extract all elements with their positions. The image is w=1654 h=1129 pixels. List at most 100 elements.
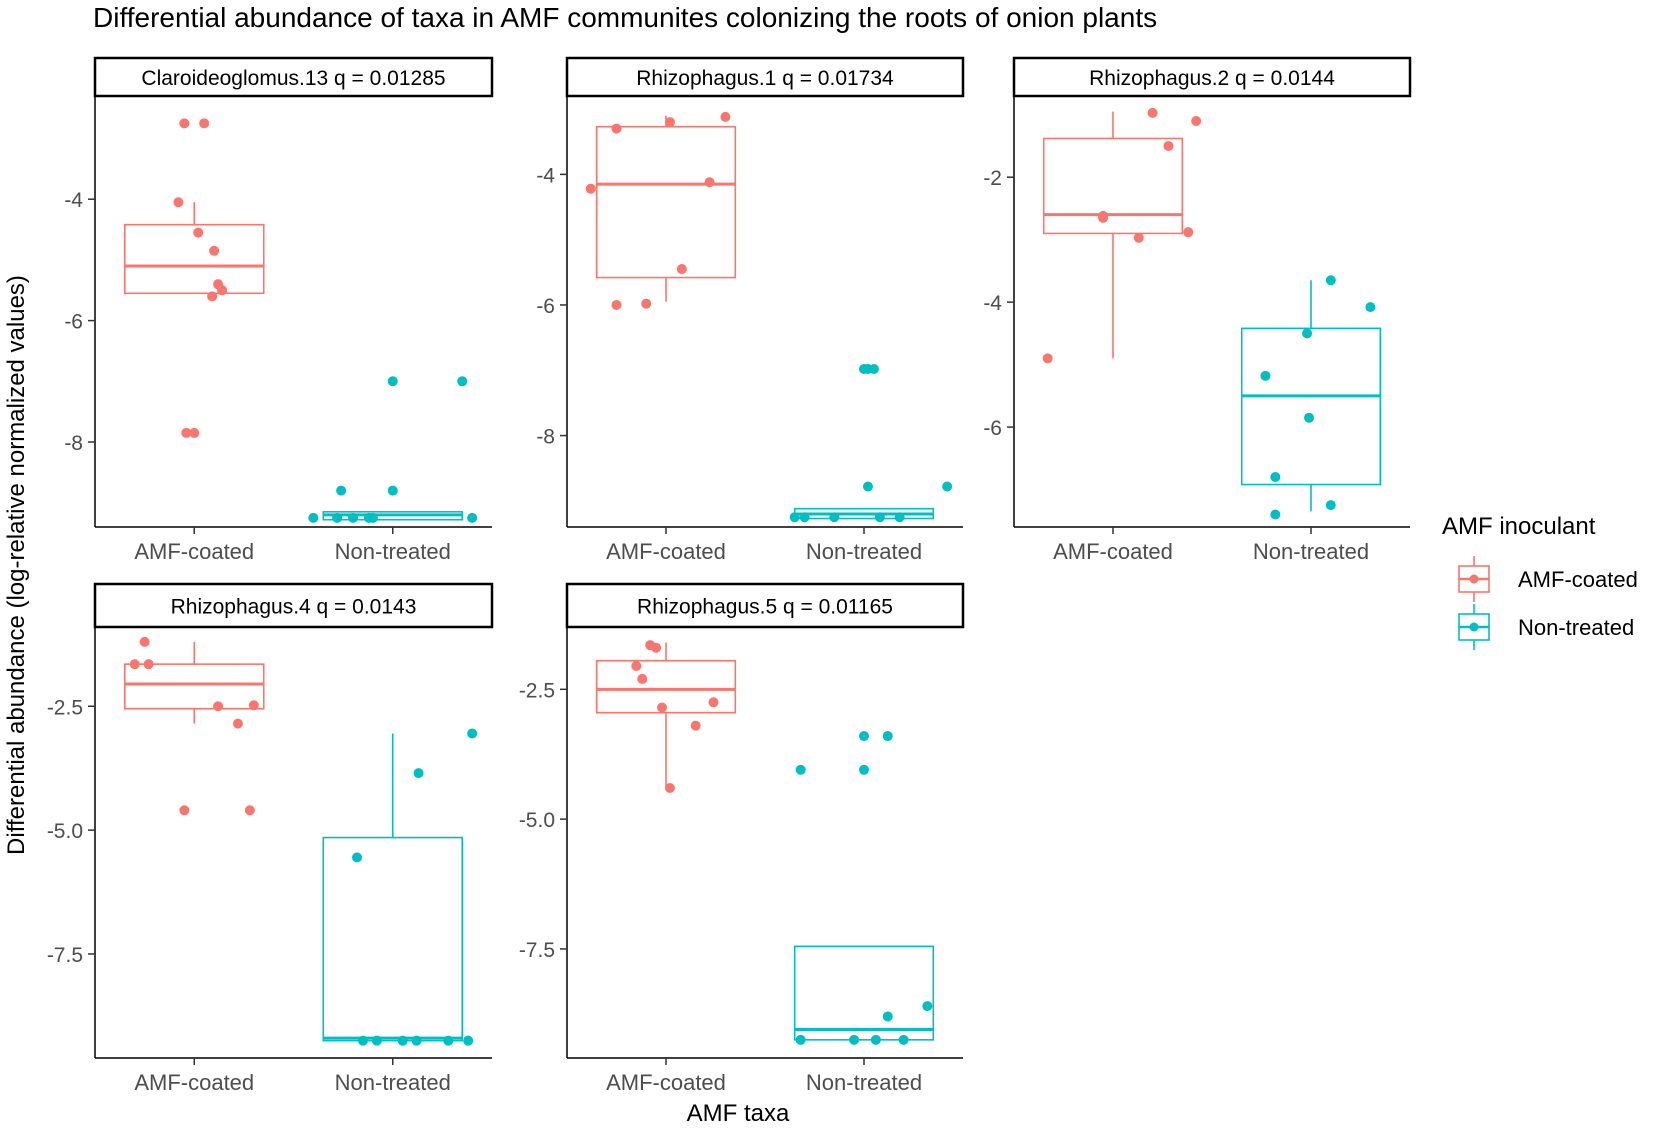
data-point (611, 299, 622, 310)
y-tick-label: -8 (536, 426, 555, 449)
y-tick-label: -5.0 (519, 809, 555, 832)
y-tick-label: -7.5 (47, 944, 83, 967)
data-point (1270, 509, 1281, 520)
data-point (332, 512, 343, 523)
legend-entry-label: AMF-coated (1518, 567, 1638, 592)
data-point (611, 123, 622, 134)
data-point (1191, 115, 1202, 126)
data-point (244, 805, 255, 816)
x-tick-label: AMF-coated (606, 1070, 726, 1095)
legend-entry-non-treated: Non-treated (1458, 604, 1634, 650)
data-point (232, 718, 243, 729)
facet-panel-1: Claroideoglomus.13 q = 0.01285 -4 -6 -8 AMF-… (64, 56, 494, 564)
box-amf-coated (595, 125, 737, 279)
data-point (467, 512, 478, 523)
data-point (664, 782, 675, 793)
data-point (1302, 328, 1313, 339)
data-point (894, 512, 905, 523)
data-point (849, 1034, 860, 1045)
data-point (870, 1034, 881, 1045)
y-tick-label: -2.5 (519, 679, 555, 702)
data-point (308, 512, 319, 523)
data-point (708, 697, 719, 708)
box-non-treated (1240, 327, 1382, 486)
data-point (1133, 232, 1144, 243)
facet-panel-2: Rhizophagus.1 q = 0.01734 -4 -6 -8 AMF-coate… (536, 56, 965, 564)
facet-panels: Claroideoglomus.13 q = 0.01285 -4 -6 -8 AMF-… (47, 56, 1412, 1095)
data-point (795, 1034, 806, 1045)
data-point (859, 764, 869, 775)
data-point (789, 512, 800, 523)
x-tick-label: Non-treated (806, 539, 922, 564)
data-point (371, 1035, 382, 1046)
facet-panel-3: Rhizophagus.2 q = 0.0144 -2 -4 -6 AMF-coated… (983, 56, 1412, 564)
data-point (631, 660, 642, 671)
facet-strip (93, 582, 494, 629)
data-point (189, 427, 200, 438)
facet-strip (565, 582, 965, 629)
data-point (457, 376, 468, 387)
data-point (651, 642, 662, 653)
chart-title: Differential abundance of taxa in AMF co… (93, 2, 1157, 33)
data-point (585, 183, 596, 194)
x-axis-label: AMF taxa (687, 1100, 790, 1127)
x-tick-label: Non-treated (335, 1070, 451, 1095)
data-point (637, 673, 648, 684)
data-point (641, 298, 652, 309)
facet-strip-label: Claroideoglomus.13 q = 0.01285 (141, 67, 445, 90)
y-tick-label: -4 (536, 164, 555, 187)
legend-entry-label: Non-treated (1518, 615, 1634, 640)
box-amf-coated (595, 659, 737, 714)
data-point (217, 285, 228, 296)
y-tick-label: -6 (536, 295, 555, 318)
data-point (387, 485, 398, 496)
y-tick-label: -2.5 (47, 696, 83, 719)
data-point (1270, 472, 1281, 483)
legend-key-point (1469, 622, 1479, 632)
x-tick-label: AMF-coated (134, 539, 254, 564)
data-point (862, 481, 873, 492)
data-point (1325, 275, 1336, 286)
data-point (829, 512, 840, 523)
x-tick-label: AMF-coated (606, 539, 726, 564)
data-point (336, 485, 347, 496)
box-amf-coated (123, 223, 265, 295)
data-point (676, 264, 687, 275)
box-non-treated (322, 836, 464, 1042)
data-point (248, 700, 259, 711)
data-point (443, 1035, 454, 1046)
data-point (862, 363, 873, 374)
data-point (1163, 140, 1174, 151)
x-tick-label: Non-treated (335, 539, 451, 564)
data-point (179, 805, 190, 816)
y-tick-label: -6 (983, 417, 1002, 440)
y-tick-label: -2 (983, 167, 1002, 190)
data-point (664, 117, 675, 128)
data-point (1042, 353, 1053, 364)
data-point (213, 701, 224, 712)
data-point (139, 636, 150, 647)
data-point (348, 512, 359, 523)
data-point (1304, 412, 1315, 423)
data-point (413, 768, 424, 779)
data-point (411, 1035, 422, 1046)
y-tick-label: -7.5 (519, 939, 555, 962)
data-point (179, 118, 190, 129)
data-point (181, 427, 192, 438)
data-point (720, 111, 731, 122)
legend-key-point (1469, 574, 1479, 584)
facet-panel-4: Rhizophagus.4 q = 0.0143 -2.5 -5.0 -7.5 AMF-… (47, 582, 494, 1095)
facet-strip (565, 56, 965, 98)
data-point (1183, 227, 1194, 238)
facet-strip-label: Rhizophagus.4 q = 0.0143 (171, 596, 417, 619)
facet-strip-label: Rhizophagus.1 q = 0.01734 (636, 67, 894, 90)
facet-strip (1012, 56, 1412, 98)
y-tick-label: -4 (64, 189, 83, 212)
legend-title: AMF inoculant (1442, 513, 1596, 540)
data-point (1260, 370, 1271, 381)
data-point (209, 245, 220, 256)
data-point (207, 291, 218, 302)
data-point (129, 659, 140, 670)
data-point (463, 1035, 474, 1046)
data-point (898, 1034, 909, 1045)
